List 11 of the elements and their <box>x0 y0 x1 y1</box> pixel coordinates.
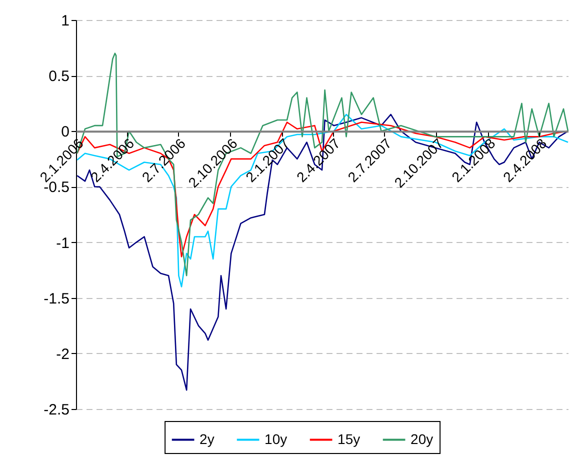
y-tick-label: -1 <box>56 234 70 252</box>
legend-label: 20y <box>410 430 434 447</box>
y-tick-label: -2 <box>56 346 70 363</box>
legend-label: 2y <box>200 430 214 447</box>
y-tick-label: 1 <box>61 12 70 30</box>
y-tick-label: -1.5 <box>44 290 70 308</box>
y-tick-label: -2.5 <box>44 402 70 418</box>
legend-label: 15y <box>338 430 360 447</box>
y-tick-label: 0.5 <box>48 68 70 86</box>
legend-label: 10y <box>264 430 288 447</box>
y-tick-label: 0 <box>61 124 70 141</box>
